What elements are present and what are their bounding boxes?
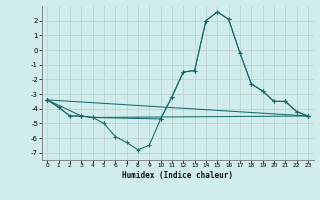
X-axis label: Humidex (Indice chaleur): Humidex (Indice chaleur)	[122, 171, 233, 180]
